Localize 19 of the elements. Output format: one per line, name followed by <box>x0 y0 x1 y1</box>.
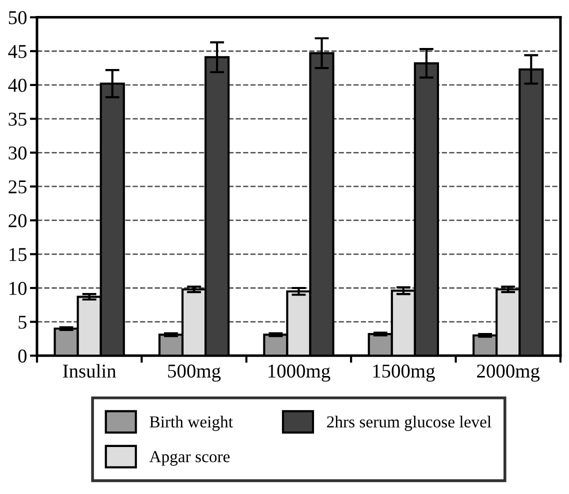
x-tick-label: 1000mg <box>268 364 330 382</box>
y-tick-label: 35 <box>8 112 27 126</box>
y-tick-label: 30 <box>8 146 27 160</box>
y-tick-label: 25 <box>8 180 27 194</box>
y-tick-label: 20 <box>8 214 27 228</box>
y-tick-label: 40 <box>8 78 27 92</box>
y-tick-label: 45 <box>8 45 27 58</box>
x-tick-label: Insulin <box>63 364 116 378</box>
legend-label: 2hrs serum glucose level <box>327 416 492 431</box>
y-tick-label: 5 <box>18 316 27 329</box>
x-tick-label: 2000mg <box>477 364 540 382</box>
y-tick-label: 15 <box>10 248 27 262</box>
x-tick-label: 1500mg <box>373 364 435 382</box>
x-tick-label: 500mg <box>168 364 221 382</box>
legend-label: Birth weight <box>150 416 233 431</box>
y-tick-label: 10 <box>10 282 27 295</box>
y-tick-label: 50 <box>8 11 27 24</box>
y-tick-label: 0 <box>18 349 27 363</box>
legend-label: Apgar score <box>149 451 230 466</box>
